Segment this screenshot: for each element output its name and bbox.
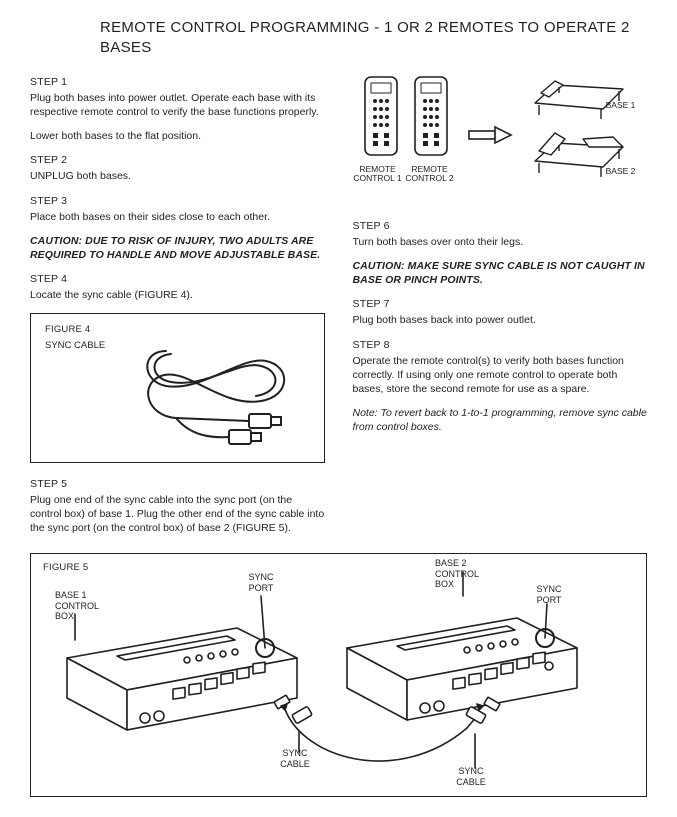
remote1-label: REMOTE CONTROL 1 (353, 165, 403, 185)
step1-text-a: Plug both bases into power outlet. Opera… (30, 91, 325, 119)
step1-text-b: Lower both bases to the flat position. (30, 129, 325, 143)
step4-text: Locate the sync cable (FIGURE 4). (30, 288, 325, 302)
base2-control-box-label: BASE 2 CONTROL BOX (435, 558, 485, 589)
page-title: REMOTE CONTROL PROGRAMMING - 1 OR 2 REMO… (100, 18, 647, 59)
base1-control-box-label: BASE 1 CONTROL BOX (55, 590, 105, 621)
right-column: REMOTE CONTROL 1 REMOTE CONTROL 2 BASE 1… (353, 75, 648, 546)
left-column: STEP 1 Plug both bases into power outlet… (30, 75, 325, 546)
base2-label: BASE 2 (601, 167, 641, 177)
step7-header: STEP 7 (353, 297, 648, 311)
step4-header: STEP 4 (30, 272, 325, 286)
step6-header: STEP 6 (353, 219, 648, 233)
figure5-box: FIGURE 5 (30, 553, 647, 797)
syncport2-label: SYNC PORT (529, 584, 569, 605)
step1-header: STEP 1 (30, 75, 325, 89)
step5-text: Plug one end of the sync cable into the … (30, 493, 325, 536)
arrow-icon (467, 123, 513, 147)
remote1-icon (361, 75, 401, 163)
step2-header: STEP 2 (30, 153, 325, 167)
two-column-layout: STEP 1 Plug both bases into power outlet… (30, 75, 647, 546)
caution-step6: CAUTION: MAKE SURE SYNC CABLE IS NOT CAU… (353, 259, 648, 287)
step7-text: Plug both bases back into power outlet. (353, 313, 648, 327)
step5-header: STEP 5 (30, 477, 325, 491)
step8-header: STEP 8 (353, 338, 648, 352)
base1-label: BASE 1 (601, 101, 641, 111)
step6-text: Turn both bases over onto their legs. (353, 235, 648, 249)
remote2-icon (411, 75, 451, 163)
synccable2-label: SYNC CABLE (451, 766, 491, 787)
caution-step3: CAUTION: DUE TO RISK OF INJURY, TWO ADUL… (30, 234, 325, 262)
synccable1-label: SYNC CABLE (275, 748, 315, 769)
figure4-box: FIGURE 4 SYNC CABLE (30, 313, 325, 463)
syncport1-label: SYNC PORT (241, 572, 281, 593)
remotes-bases-diagram: REMOTE CONTROL 1 REMOTE CONTROL 2 BASE 1… (353, 75, 648, 205)
step3-text: Place both bases on their sides close to… (30, 210, 325, 224)
step3-header: STEP 3 (30, 194, 325, 208)
step2-text: UNPLUG both bases. (30, 169, 325, 183)
revert-note: Note: To revert back to 1-to-1 programmi… (353, 406, 648, 434)
sync-cable-icon (131, 326, 301, 446)
remote2-label: REMOTE CONTROL 2 (405, 165, 455, 185)
step8-text: Operate the remote control(s) to verify … (353, 354, 648, 397)
